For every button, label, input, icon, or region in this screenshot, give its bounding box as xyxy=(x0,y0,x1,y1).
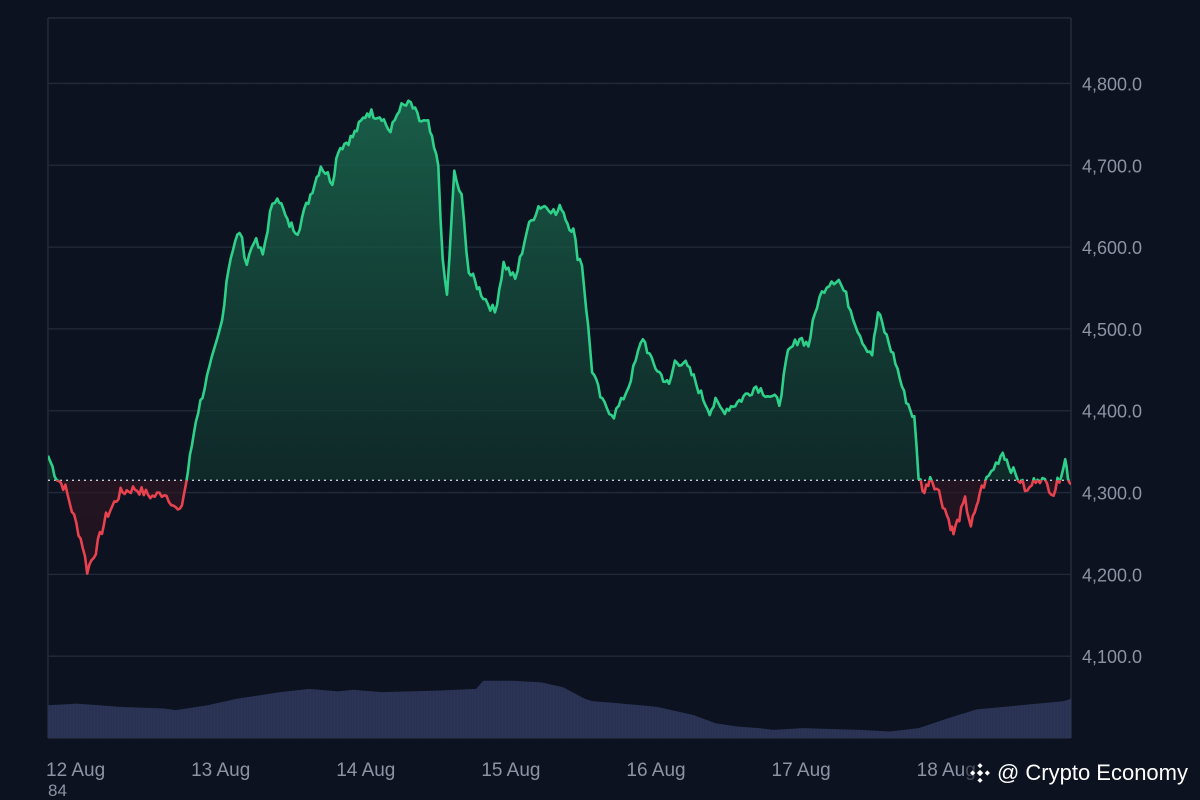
x-tick-label: 13 Aug xyxy=(191,760,250,781)
y-axis-ticks: 4,100.0 4,200.0 4,300.0 4,400.0 4,500.0 4,600… xyxy=(1082,74,1142,667)
x-tick-label: 18 Aug xyxy=(917,760,976,781)
partial-axis-label: 84 xyxy=(48,781,67,800)
price-line xyxy=(48,99,1071,575)
x-axis-ticks: 12 Aug 13 Aug 14 Aug 15 Aug 16 Aug 17 Aug 18 A… xyxy=(46,760,976,781)
price-line-up xyxy=(48,99,1070,481)
y-tick-label: 4,300.0 xyxy=(1082,484,1142,504)
y-tick-label: 4,700.0 xyxy=(1082,156,1142,176)
y-tick-label: 4,600.0 xyxy=(1082,238,1142,258)
y-tick-label: 4,800.0 xyxy=(1082,74,1142,94)
price-area xyxy=(48,100,1071,574)
y-tick-label: 4,100.0 xyxy=(1082,647,1142,667)
x-tick-label: 17 Aug xyxy=(772,760,831,781)
x-tick-label: 16 Aug xyxy=(626,760,685,781)
price-area-below xyxy=(48,480,1071,574)
y-tick-label: 4,200.0 xyxy=(1082,565,1142,585)
x-tick-label: 15 Aug xyxy=(481,760,540,781)
x-tick-label: 14 Aug xyxy=(336,760,395,781)
y-tick-label: 4,400.0 xyxy=(1082,402,1142,422)
price-area-above xyxy=(48,100,1069,481)
volume-area xyxy=(48,680,1071,738)
y-tick-label: 4,500.0 xyxy=(1082,320,1142,340)
watermark: @ Crypto Economy xyxy=(964,758,1192,788)
x-tick-label: 12 Aug xyxy=(46,760,105,781)
watermark-text: @ Crypto Economy xyxy=(996,760,1188,785)
binance-diamond-icon xyxy=(970,763,990,783)
